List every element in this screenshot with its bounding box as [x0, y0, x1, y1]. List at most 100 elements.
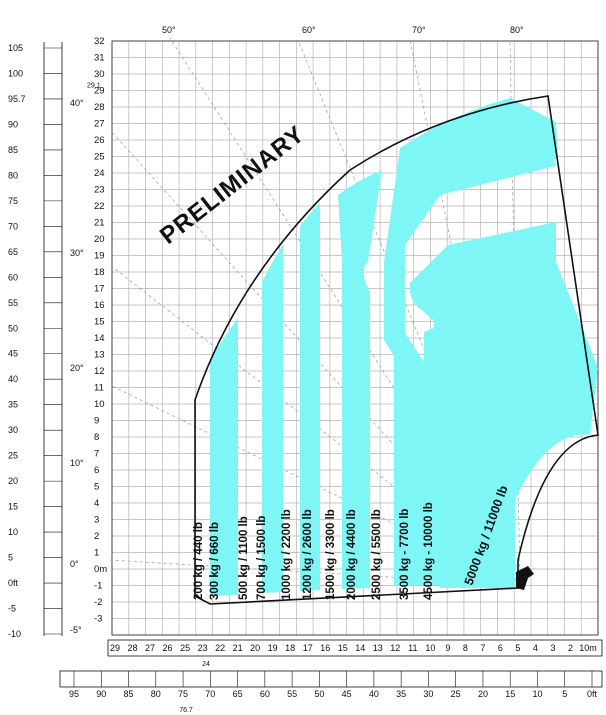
- bottom-m-label: 26: [163, 643, 173, 653]
- grid-border: [111, 40, 599, 636]
- bottom-ft-label: 75: [178, 689, 188, 699]
- bottom-ft-label: 10: [532, 689, 542, 699]
- bottom-ft-label: 35: [396, 689, 406, 699]
- ft-scale-label: 90: [8, 119, 18, 129]
- load-zone-200kg: [210, 318, 238, 596]
- load-zone-label: 300 kg / 660 lb: [209, 522, 221, 600]
- bottom-m-label: 19: [268, 643, 278, 653]
- load-zone-1000kg: [300, 203, 320, 591]
- load-zone-label: 700 kg / 1500 lb: [256, 516, 268, 600]
- bottom-ft-label: 25: [451, 689, 461, 699]
- ft-scale-label: 20: [8, 476, 18, 486]
- ft-scale-label: 100: [8, 68, 23, 78]
- bottom-m-label: 13: [373, 643, 383, 653]
- bottom-m-label: 11: [408, 643, 417, 653]
- height-m-label: -2: [94, 597, 102, 608]
- bottom-m-label: 25: [180, 643, 190, 653]
- ft-scale-label: 70: [8, 221, 18, 231]
- ft-scale-label: 95.7: [8, 94, 26, 104]
- height-m-label: 10: [94, 399, 105, 410]
- bottom-m-label: 27: [145, 643, 155, 653]
- height-m-label: 22: [94, 201, 105, 212]
- bottom-ft-label: 60: [260, 689, 270, 699]
- bottom-m-label: 3: [550, 643, 555, 653]
- height-m-label: 14: [94, 333, 105, 344]
- height-m-label: 13: [94, 350, 105, 361]
- bottom-m-label: 28: [128, 643, 138, 653]
- height-m-label: 29: [94, 86, 105, 97]
- load-zone-4500kg: [409, 222, 556, 585]
- height-m-label: 12: [94, 366, 105, 377]
- boom-angle-label: 70°: [412, 25, 426, 35]
- boom-angle-label: 10°: [70, 458, 84, 468]
- bottom-ft-label: 20: [478, 689, 488, 699]
- bottom-ft-label: 30: [423, 689, 433, 699]
- boom-angle-label: 50°: [162, 25, 176, 35]
- ft-scale-label: 50: [8, 323, 18, 333]
- bottom-m-label: 23: [198, 643, 208, 653]
- load-zone-label: 500 kg / 1100 lb: [238, 516, 250, 600]
- height-m-label: 19: [94, 251, 105, 262]
- ft-scale-label: 65: [8, 247, 18, 257]
- height-m-label: 23: [94, 185, 105, 196]
- height-m-label: 21: [94, 218, 105, 229]
- bottom-m-label: 7: [480, 643, 485, 653]
- boom-angle-label: 80°: [510, 25, 524, 35]
- height-m-label: 16: [94, 300, 105, 311]
- height-m-label: 17: [94, 284, 105, 295]
- load-zones: [210, 98, 598, 596]
- bottom-ft-label: 40: [369, 689, 379, 699]
- bottom-ft-sub-label: 76.7: [179, 707, 193, 714]
- height-m-label: 26: [94, 135, 105, 146]
- bottom-m-label: 14: [355, 643, 365, 653]
- height-m-label: 32: [94, 36, 105, 47]
- bottom-m-label: 5: [515, 643, 520, 653]
- bottom-m-label: 10: [425, 643, 435, 653]
- ft-scale-label: 60: [8, 272, 18, 282]
- ft-scale-label: 55: [8, 298, 18, 308]
- load-zone-label: 2000 kg / 4400 lb: [346, 509, 358, 600]
- bottom-m-label: 4: [533, 643, 538, 653]
- height-m-label-max: 29.1: [87, 83, 101, 90]
- bottom-m-label: 12: [390, 643, 400, 653]
- bottom-m-label: 16: [320, 643, 330, 653]
- bottom-ft-label: 45: [342, 689, 352, 699]
- bottom-ft-label: 15: [505, 689, 515, 699]
- bottom-ft-label: 80: [151, 689, 161, 699]
- load-zone-label: 4500 kg - 10000 lb: [423, 502, 435, 600]
- load-zone-label: 1500 kg / 3300 lb: [325, 509, 337, 600]
- height-m-label: 1: [94, 548, 99, 559]
- height-m-label: 9: [94, 416, 99, 427]
- ft-scale-label: 85: [8, 145, 18, 155]
- load-zone-label: 200 kg / 440 lb: [193, 522, 205, 600]
- height-m-label: 11: [94, 383, 104, 394]
- bottom-ft-label: 0ft: [587, 689, 598, 699]
- bottom-m-label: 8: [463, 643, 468, 653]
- load-zone-label: 3500 kg - 7700 lb: [399, 509, 411, 600]
- height-m-label: 2: [94, 531, 99, 542]
- ft-scale-label: 40: [8, 374, 18, 384]
- working-envelope-outline: [194, 95, 599, 605]
- ft-scale-label: 25: [8, 451, 18, 461]
- bottom-ft-label: 70: [205, 689, 215, 699]
- bottom-ft-label: 95: [69, 689, 79, 699]
- bottom-m-label: 18: [285, 643, 295, 653]
- ft-scale-label: 75: [8, 196, 18, 206]
- ft-scale-label: -5: [8, 604, 16, 614]
- ft-scale-label: 15: [8, 502, 18, 512]
- height-m-label: 30: [94, 69, 105, 80]
- boom-angle-label: 30°: [70, 248, 84, 258]
- height-m-label: 15: [94, 317, 105, 328]
- load-zone-label: 1000 kg / 2200 lb: [281, 509, 293, 600]
- bottom-m-label: 20: [250, 643, 260, 653]
- height-m-label: -3: [94, 614, 102, 625]
- height-m-label: 18: [94, 267, 105, 278]
- height-m-label: 31: [94, 53, 105, 64]
- height-m-label: 5: [94, 482, 99, 493]
- bottom-m-label: 6: [498, 643, 503, 653]
- height-m-label: 24: [94, 168, 105, 179]
- bottom-ft-label: 50: [314, 689, 324, 699]
- height-m-label: 0m: [94, 564, 107, 575]
- ft-scale-label: 5: [8, 553, 13, 563]
- bottom-m-label: 2: [568, 643, 573, 653]
